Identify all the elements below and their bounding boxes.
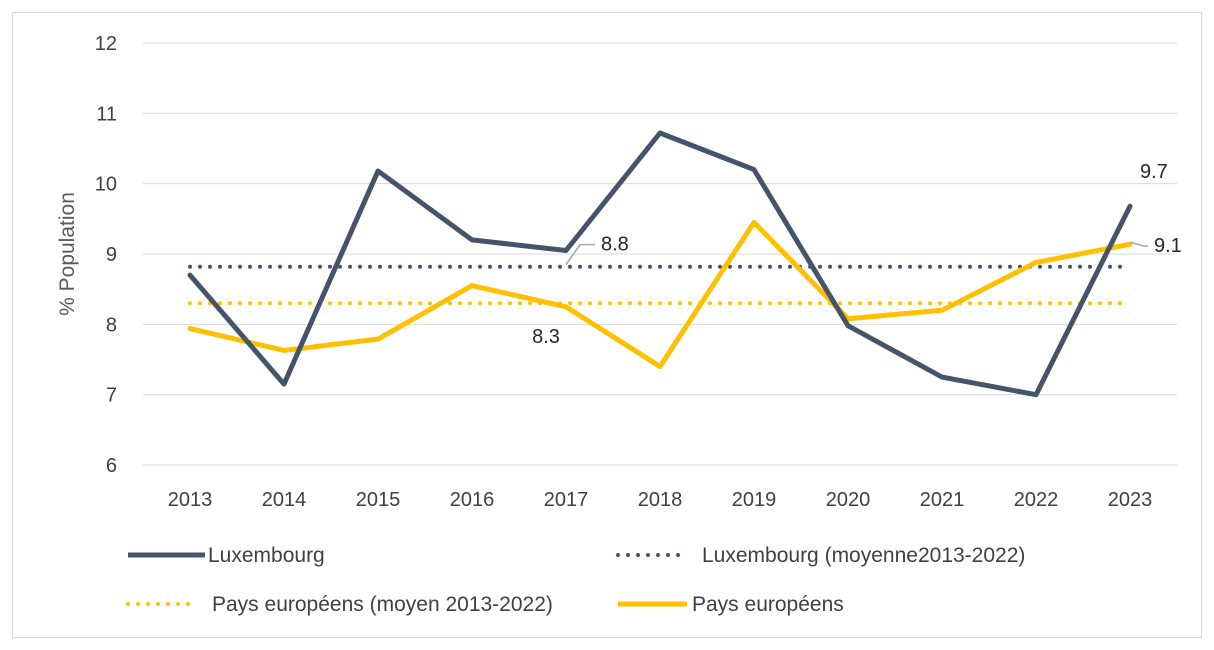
x-tick-label: 2020	[826, 489, 871, 511]
grid-lines	[143, 42, 1177, 466]
data-label-leader	[565, 243, 595, 266]
y-tick-label: 11	[96, 103, 117, 125]
x-tick-label: 2015	[356, 489, 401, 511]
x-tick-label: 2018	[638, 489, 683, 511]
x-tick-label: 2016	[450, 489, 495, 511]
x-tick-label: 2019	[732, 489, 777, 511]
x-tick-label: 2014	[262, 489, 307, 511]
x-tick-label: 2022	[1014, 489, 1059, 511]
x-tick-labels: 2013 2014 2015 2016 2017 2018 2019 2020 2021 2022…	[168, 489, 1153, 511]
legend-label-0: Luxembourg	[208, 544, 325, 567]
series-line-3	[187, 219, 1133, 369]
y-axis-label: % Population	[56, 192, 79, 316]
series-lines	[187, 130, 1133, 398]
legend-label-3: Pays européens	[692, 593, 844, 616]
y-tick-label: 12	[95, 33, 117, 55]
y-tick-label: 6	[106, 455, 117, 477]
legend-label-2: Pays européens (moyen 2013-2022)	[212, 593, 553, 616]
y-tick-labels: 6 7 8 9 10 11 12	[95, 33, 117, 477]
data-label: 8.8	[601, 234, 629, 256]
x-tick-label: 2021	[920, 489, 965, 511]
x-tick-label: 2013	[168, 489, 213, 511]
data-labels: 8.8 8.3 9.7 9.1	[532, 161, 1182, 348]
y-tick-label: 8	[106, 314, 117, 336]
series-line-0	[187, 130, 1133, 398]
y-tick-label: 9	[106, 244, 117, 266]
data-label-leader	[1129, 241, 1148, 247]
x-tick-label: 2017	[544, 489, 589, 511]
x-tick-label: 2023	[1108, 489, 1153, 511]
chart-frame	[12, 12, 1202, 638]
legend-label-1: Luxembourg (moyenne2013-2022)	[702, 544, 1025, 567]
legend: Luxembourg Luxembourg (moyenne2013-2022) P…	[126, 544, 1025, 616]
y-tick-label: 7	[106, 385, 117, 407]
data-label: 8.3	[532, 326, 560, 348]
data-label: 9.1	[1154, 235, 1182, 257]
y-tick-label: 10	[95, 174, 117, 196]
data-label: 9.7	[1140, 161, 1168, 183]
